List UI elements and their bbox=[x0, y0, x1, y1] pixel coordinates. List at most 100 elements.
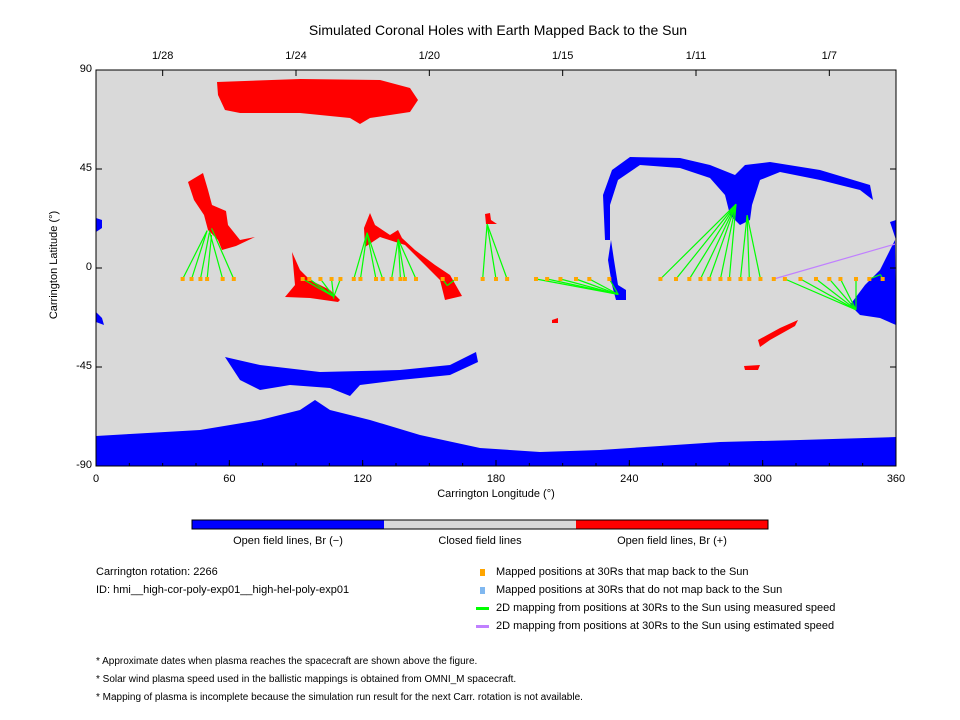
footpoint-marker bbox=[351, 277, 356, 281]
y-tick-label: 45 bbox=[79, 162, 92, 174]
footpoint-marker bbox=[329, 277, 334, 281]
footpoint-marker bbox=[867, 277, 872, 281]
measured-mapping-line bbox=[708, 203, 737, 280]
y-tick-label: 90 bbox=[79, 63, 92, 75]
red-hole-6 bbox=[758, 320, 798, 347]
red-hole-7 bbox=[744, 365, 760, 370]
top-date-label: 1/7 bbox=[821, 50, 837, 62]
blue-hole-edge-3 bbox=[890, 220, 896, 240]
footpoint-marker bbox=[180, 277, 185, 281]
legend-footpoint-marker bbox=[480, 569, 485, 576]
footpoint-marker bbox=[220, 277, 225, 281]
measured-mapping-line bbox=[206, 234, 213, 280]
top-date-label: 1/24 bbox=[285, 50, 307, 62]
x-tick-label: 240 bbox=[620, 473, 639, 485]
colorbar bbox=[191, 519, 769, 530]
footpoint-marker bbox=[574, 277, 578, 281]
measured-mapping-line bbox=[575, 278, 619, 295]
footpoint-marker bbox=[798, 277, 803, 281]
footpoint-marker bbox=[880, 277, 885, 281]
measured-mapping-line bbox=[486, 223, 508, 280]
colorbar-label-negative: Open field lines, Br (−) bbox=[233, 535, 343, 547]
measured-mapping-line bbox=[182, 230, 208, 280]
x-tick-label: 60 bbox=[223, 473, 236, 485]
measured-mapping-line bbox=[784, 278, 857, 311]
footpoint-marker bbox=[558, 277, 563, 281]
legend-measured-line bbox=[476, 607, 489, 610]
footpoint-marker bbox=[480, 277, 485, 281]
closed-field-background bbox=[96, 70, 896, 466]
measured-mapping-line bbox=[482, 223, 488, 280]
measured-mapping-line bbox=[199, 232, 210, 280]
measured-mapping-line bbox=[800, 278, 857, 311]
measured-mapping-line bbox=[839, 278, 857, 311]
blue-hole-edge-1 bbox=[96, 218, 102, 232]
note-1: * Approximate dates when plasma reaches … bbox=[96, 656, 478, 667]
footpoint-marker bbox=[358, 277, 363, 281]
colorbar-open-negative bbox=[192, 520, 384, 529]
measured-mapping-line bbox=[397, 239, 406, 280]
footpoint-marker bbox=[827, 277, 832, 281]
red-hole-5 bbox=[552, 318, 558, 323]
measured-mapping-line bbox=[319, 278, 335, 297]
measured-mapping-line bbox=[390, 239, 399, 280]
footpoint-marker bbox=[587, 277, 592, 281]
footpoint-marker bbox=[307, 277, 312, 281]
x-axis-label: Carrington Longitude (°) bbox=[437, 488, 555, 500]
footpoint-marker bbox=[380, 277, 385, 281]
colorbar-frame bbox=[191, 519, 769, 530]
footpoint-marker bbox=[782, 277, 787, 281]
x-tick-label: 360 bbox=[886, 473, 906, 485]
chart-title: Simulated Coronal Holes with Earth Mappe… bbox=[308, 22, 688, 38]
footpoint-marker bbox=[414, 277, 418, 281]
footpoint-marker bbox=[758, 277, 763, 281]
footpoint-marker bbox=[189, 277, 194, 281]
footpoint-marker bbox=[440, 277, 445, 281]
footpoint-marker bbox=[534, 277, 538, 281]
legend-nomap: Mapped positions at 30Rs that do not map… bbox=[496, 584, 783, 596]
footpoint-marker bbox=[771, 277, 776, 281]
positive-open-regions bbox=[188, 79, 798, 370]
note-3: * Mapping of plasma is incomplete becaus… bbox=[96, 692, 583, 703]
measured-mapping-line bbox=[608, 278, 619, 295]
red-hole-4 bbox=[485, 213, 497, 224]
colorbar-label-closed: Closed field lines bbox=[438, 535, 522, 547]
footpoint-marker bbox=[718, 277, 723, 281]
red-hole-2 bbox=[285, 252, 340, 302]
measured-mapping-line bbox=[589, 278, 619, 295]
measured-mapping-line bbox=[675, 203, 737, 280]
footpoint-marker bbox=[398, 277, 403, 281]
red-hole-1 bbox=[188, 173, 255, 250]
footpoint-marker bbox=[494, 277, 498, 281]
footpoint-marker bbox=[658, 277, 663, 281]
footpoint-marker bbox=[454, 277, 458, 281]
measured-mapping-line bbox=[308, 278, 335, 298]
blue-hole-south bbox=[225, 352, 478, 396]
measured-mapping-line bbox=[560, 278, 619, 295]
measured-mapping-line bbox=[746, 215, 762, 280]
footpoint-marker bbox=[402, 277, 407, 281]
measured-mapping-line bbox=[397, 239, 402, 280]
footpoint-marker bbox=[607, 277, 612, 281]
colorbar-open-positive bbox=[576, 520, 768, 529]
footpoint-marker bbox=[545, 277, 550, 281]
x-tick-label: 180 bbox=[486, 473, 506, 485]
footpoint-marker bbox=[374, 277, 378, 281]
footpoint-marker bbox=[318, 277, 323, 281]
y-tick-label: 0 bbox=[85, 261, 92, 273]
measured-mapping-line bbox=[699, 203, 737, 280]
legend-footpoint: Mapped positions at 30Rs that map back t… bbox=[496, 566, 749, 578]
footpoint-marker bbox=[854, 277, 858, 281]
y-tick-label: -90 bbox=[76, 459, 92, 471]
footpoint-marker bbox=[747, 277, 752, 281]
footpoint-marker bbox=[727, 277, 732, 281]
footpoint-marker bbox=[698, 277, 703, 281]
colorbar-closed bbox=[384, 520, 576, 529]
note-2: * Solar wind plasma speed used in the ba… bbox=[96, 674, 517, 685]
legend-estimated: 2D mapping from positions at 30Rs to the… bbox=[496, 620, 835, 632]
footpoint-marker bbox=[198, 277, 203, 281]
x-tick-label: 300 bbox=[753, 473, 772, 485]
run-id: ID: hmi__high-cor-poly-exp01__high-hel-p… bbox=[96, 584, 350, 596]
footpoint-marker bbox=[814, 277, 818, 281]
